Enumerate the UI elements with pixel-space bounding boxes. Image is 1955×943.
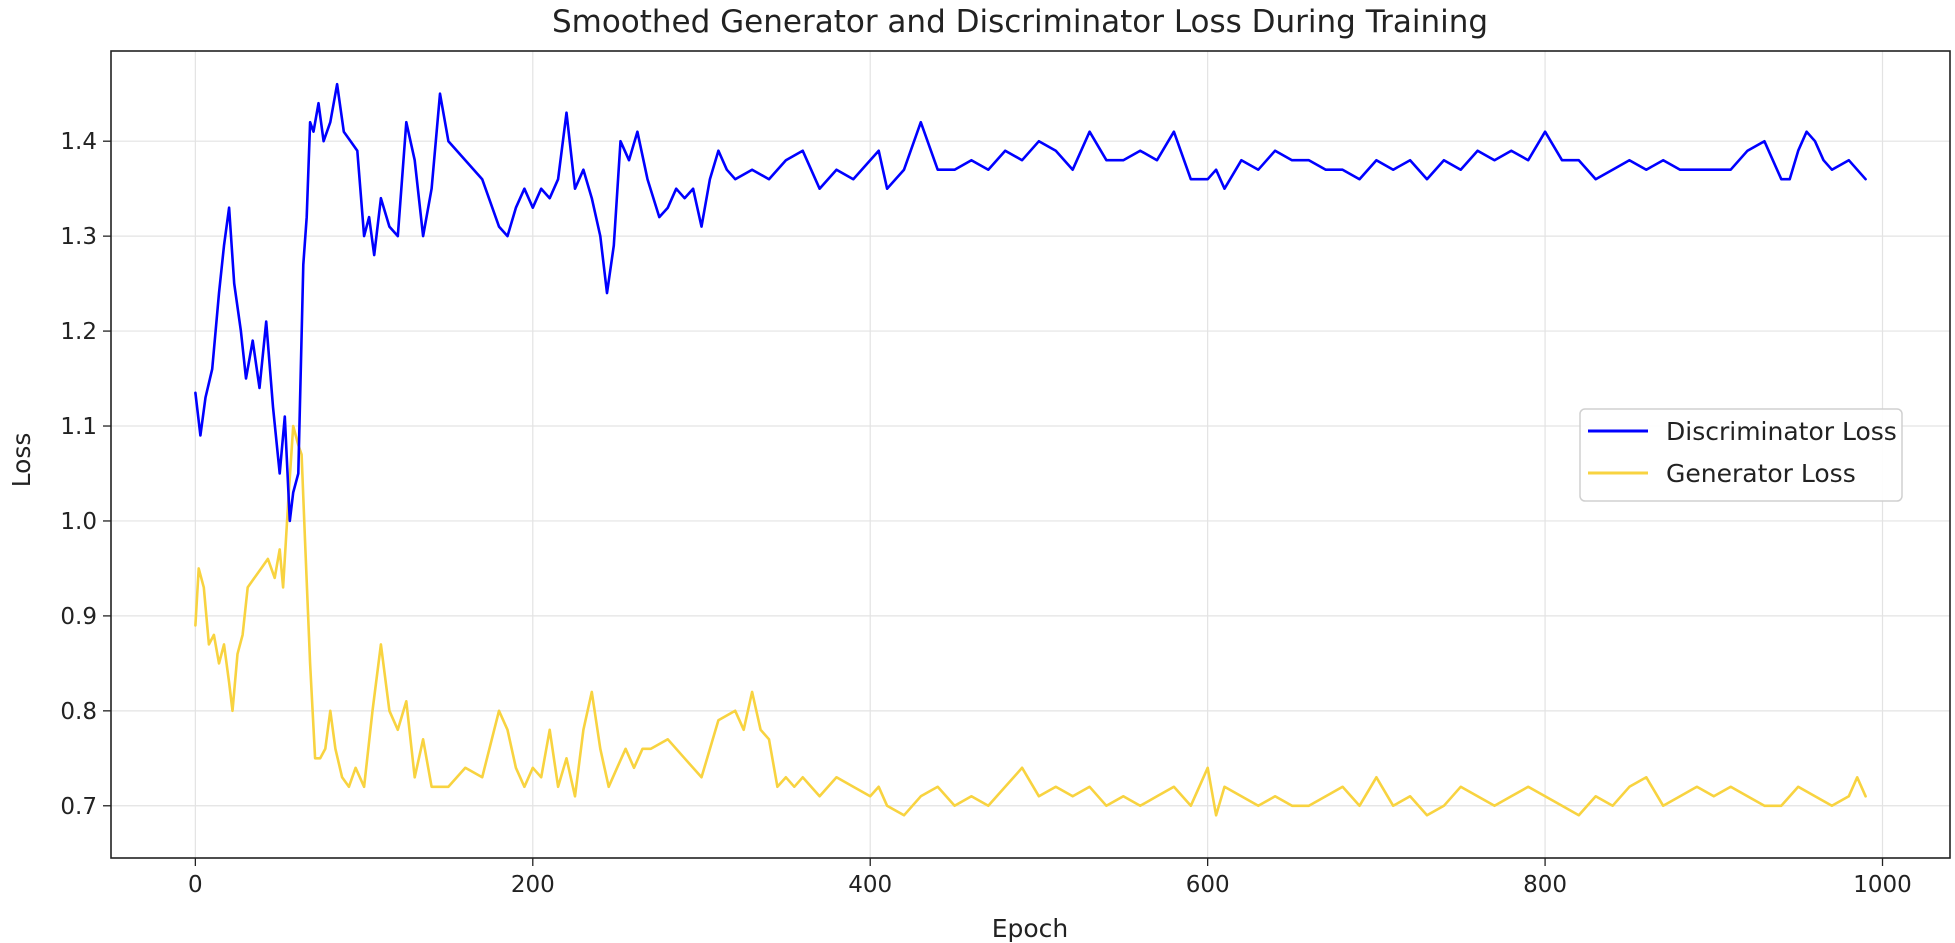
x-tick-label: 400 [848, 872, 892, 898]
legend-label-generator: Generator Loss [1666, 459, 1856, 488]
x-tick-label: 1000 [1853, 872, 1912, 898]
discriminator-loss-line [194, 82, 1867, 523]
x-axis-label: Epoch [992, 914, 1069, 943]
x-axis: 0 200 400 600 800 1000 [188, 858, 1912, 898]
y-tick-label: 1.3 [60, 224, 97, 250]
y-axis: 0.7 0.8 0.9 1.0 1.1 1.2 1.3 1.4 [60, 129, 111, 820]
y-tick-label: 1.2 [60, 319, 97, 345]
legend-label-discriminator: Discriminator Loss [1666, 417, 1897, 446]
x-tick-label: 600 [1186, 872, 1230, 898]
y-tick-label: 1.1 [60, 414, 97, 440]
x-tick-label: 0 [188, 872, 203, 898]
y-tick-label: 0.9 [60, 604, 97, 630]
x-tick-label: 800 [1523, 872, 1567, 898]
legend: Discriminator Loss Generator Loss [1579, 408, 1903, 502]
grid-lines [111, 51, 1950, 858]
generator-loss-line [194, 424, 1867, 817]
y-tick-label: 1.4 [60, 129, 97, 155]
legend-box [1579, 408, 1903, 502]
x-tick-label: 200 [511, 872, 555, 898]
chart-title: Smoothed Generator and Discriminator Los… [552, 4, 1488, 40]
y-axis-label: Loss [7, 433, 36, 488]
series-layer [194, 82, 1867, 817]
plot-frame [110, 50, 1951, 859]
y-tick-label: 0.7 [60, 794, 97, 820]
y-tick-label: 0.8 [60, 699, 97, 725]
y-tick-label: 1.0 [60, 509, 97, 535]
